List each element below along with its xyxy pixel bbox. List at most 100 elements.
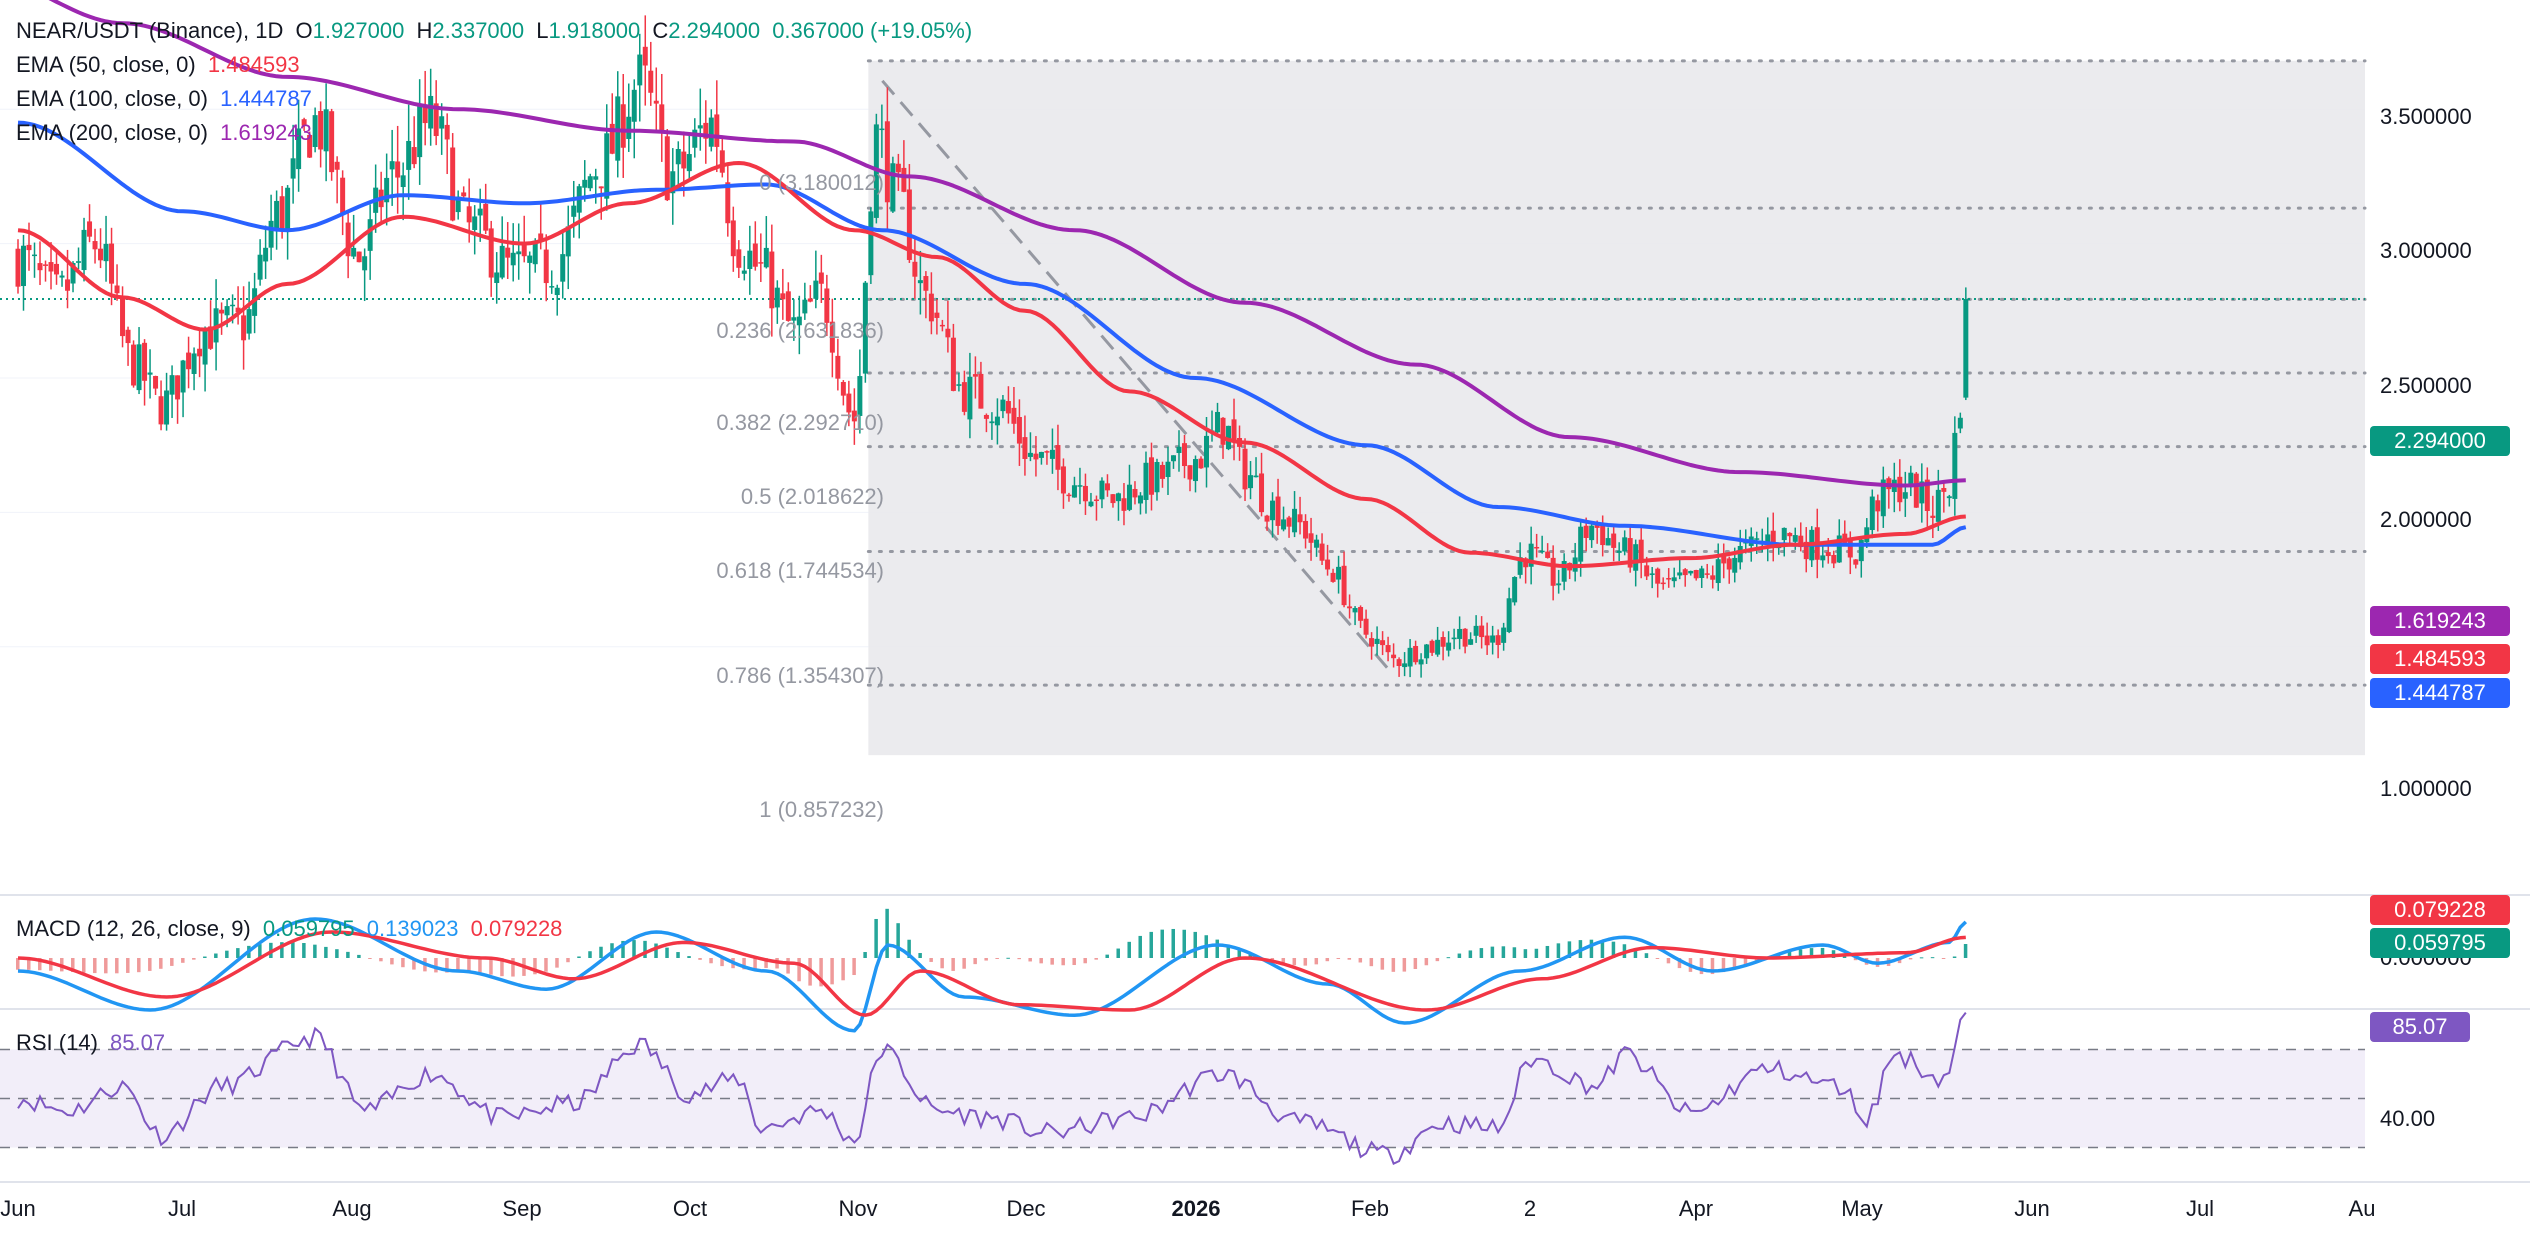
x-tick: Sep xyxy=(502,1196,542,1221)
macd-histogram-bar xyxy=(1809,948,1814,958)
candle-body xyxy=(1242,448,1248,490)
candle-body xyxy=(1380,640,1386,646)
candle-body xyxy=(26,244,32,251)
candle-body xyxy=(1963,298,1969,398)
candle-body xyxy=(202,329,208,365)
candle-body xyxy=(1066,494,1072,497)
macd-histogram-bar xyxy=(940,958,944,969)
candle-body xyxy=(21,245,27,287)
macd-histogram-bar xyxy=(1413,958,1418,970)
candle-body xyxy=(1027,452,1033,457)
price-tick: 3.500000 xyxy=(2380,104,2472,129)
candle-body xyxy=(230,304,236,307)
candle-body xyxy=(1578,526,1584,562)
macd-histogram-bar xyxy=(1248,953,1253,958)
candle-body xyxy=(1616,550,1622,553)
candle-body xyxy=(961,382,967,412)
macd-histogram-bar xyxy=(687,956,691,958)
candle-body xyxy=(1303,520,1309,539)
ema50-line xyxy=(17,161,1966,569)
candle-body xyxy=(994,416,1000,426)
candle-body xyxy=(81,229,87,271)
macd-histogram-bar xyxy=(742,958,746,970)
macd-histogram-bar xyxy=(181,958,185,963)
candle-body xyxy=(906,189,912,260)
macd-histogram-bar xyxy=(1545,945,1550,958)
macd-histogram-bar xyxy=(1699,958,1704,975)
macd-histogram-bar xyxy=(511,958,515,977)
macd-label: MACD (12, 26, close, 9) xyxy=(16,916,251,941)
candle-body xyxy=(620,104,626,148)
macd-histogram-bar xyxy=(1303,958,1308,966)
candle-body xyxy=(15,248,21,287)
candle-body xyxy=(813,280,819,299)
ema50-legend[interactable]: EMA (50, close, 0) 1.484593 xyxy=(16,52,306,78)
macd-histogram-bar xyxy=(1490,946,1495,958)
ema100-legend[interactable]: EMA (100, close, 0) 1.444787 xyxy=(16,86,318,112)
macd-histogram-bar xyxy=(1479,948,1484,958)
macd-histogram-bar xyxy=(676,952,680,958)
macd-histogram-bar xyxy=(1050,958,1054,965)
candle-body xyxy=(1600,523,1606,546)
candle-body xyxy=(505,247,511,258)
ema200-legend[interactable]: EMA (200, close, 0) 1.619243 xyxy=(16,120,318,146)
macd-histogram-bar xyxy=(1501,946,1506,958)
x-tick: Jun xyxy=(0,1196,36,1221)
candle-body xyxy=(406,140,412,170)
candle-body xyxy=(1341,565,1347,606)
low-value: 1.918000 xyxy=(548,18,641,43)
candle-body xyxy=(197,348,203,357)
candle-body xyxy=(274,200,280,231)
ema50-label: EMA (50, close, 0) xyxy=(16,52,196,77)
candle-body xyxy=(1170,455,1176,462)
candle-body xyxy=(1490,635,1496,643)
candle-body xyxy=(1193,459,1199,482)
candle-body xyxy=(318,111,324,150)
candle-body xyxy=(1231,419,1237,442)
candle-body xyxy=(1506,598,1512,633)
candle-body xyxy=(719,150,725,173)
candle-body xyxy=(1710,575,1716,580)
macd-histogram-bar xyxy=(346,951,350,958)
candle-body xyxy=(785,291,791,321)
candle-body xyxy=(1451,637,1457,640)
macd-histogram-bar xyxy=(1644,953,1649,958)
macd-histogram-bar xyxy=(104,958,108,974)
macd-histogram-bar xyxy=(313,944,317,958)
candle-body xyxy=(642,46,648,66)
candle-body xyxy=(521,243,527,257)
candle-body xyxy=(224,306,230,316)
macd-histogram-bar xyxy=(291,942,295,958)
candle-body xyxy=(147,372,153,375)
macd-legend[interactable]: MACD (12, 26, close, 9) 0.059795 0.13902… xyxy=(16,916,568,942)
candle-body xyxy=(807,298,813,302)
candle-body xyxy=(1699,568,1705,578)
candle-body xyxy=(235,307,241,313)
rsi-legend[interactable]: RSI (14) 85.07 xyxy=(16,1030,171,1056)
candle-body xyxy=(136,344,142,391)
candle-body xyxy=(1847,540,1853,558)
candle-body xyxy=(1347,606,1353,609)
candle-body xyxy=(1049,449,1055,459)
candle-body xyxy=(1011,407,1017,424)
macd-histogram-bar xyxy=(478,958,482,973)
candle-body xyxy=(186,352,192,370)
macd-histogram-bar xyxy=(148,958,152,971)
macd-histogram-bar xyxy=(379,958,383,962)
fib-zone xyxy=(868,60,2365,756)
candle-body xyxy=(323,109,329,152)
candle-body xyxy=(1071,485,1077,498)
macd-histogram-bar xyxy=(1336,958,1341,959)
candle-body xyxy=(741,270,747,274)
candle-body xyxy=(356,251,362,263)
candle-body xyxy=(191,353,197,374)
candle-body xyxy=(466,206,472,223)
candle-body xyxy=(384,177,390,203)
candle-body xyxy=(1330,572,1336,582)
candle-body xyxy=(1605,538,1611,546)
candle-body xyxy=(98,248,104,261)
candle-body xyxy=(1402,663,1408,668)
candle-body xyxy=(653,100,659,104)
candle-body xyxy=(565,226,571,257)
